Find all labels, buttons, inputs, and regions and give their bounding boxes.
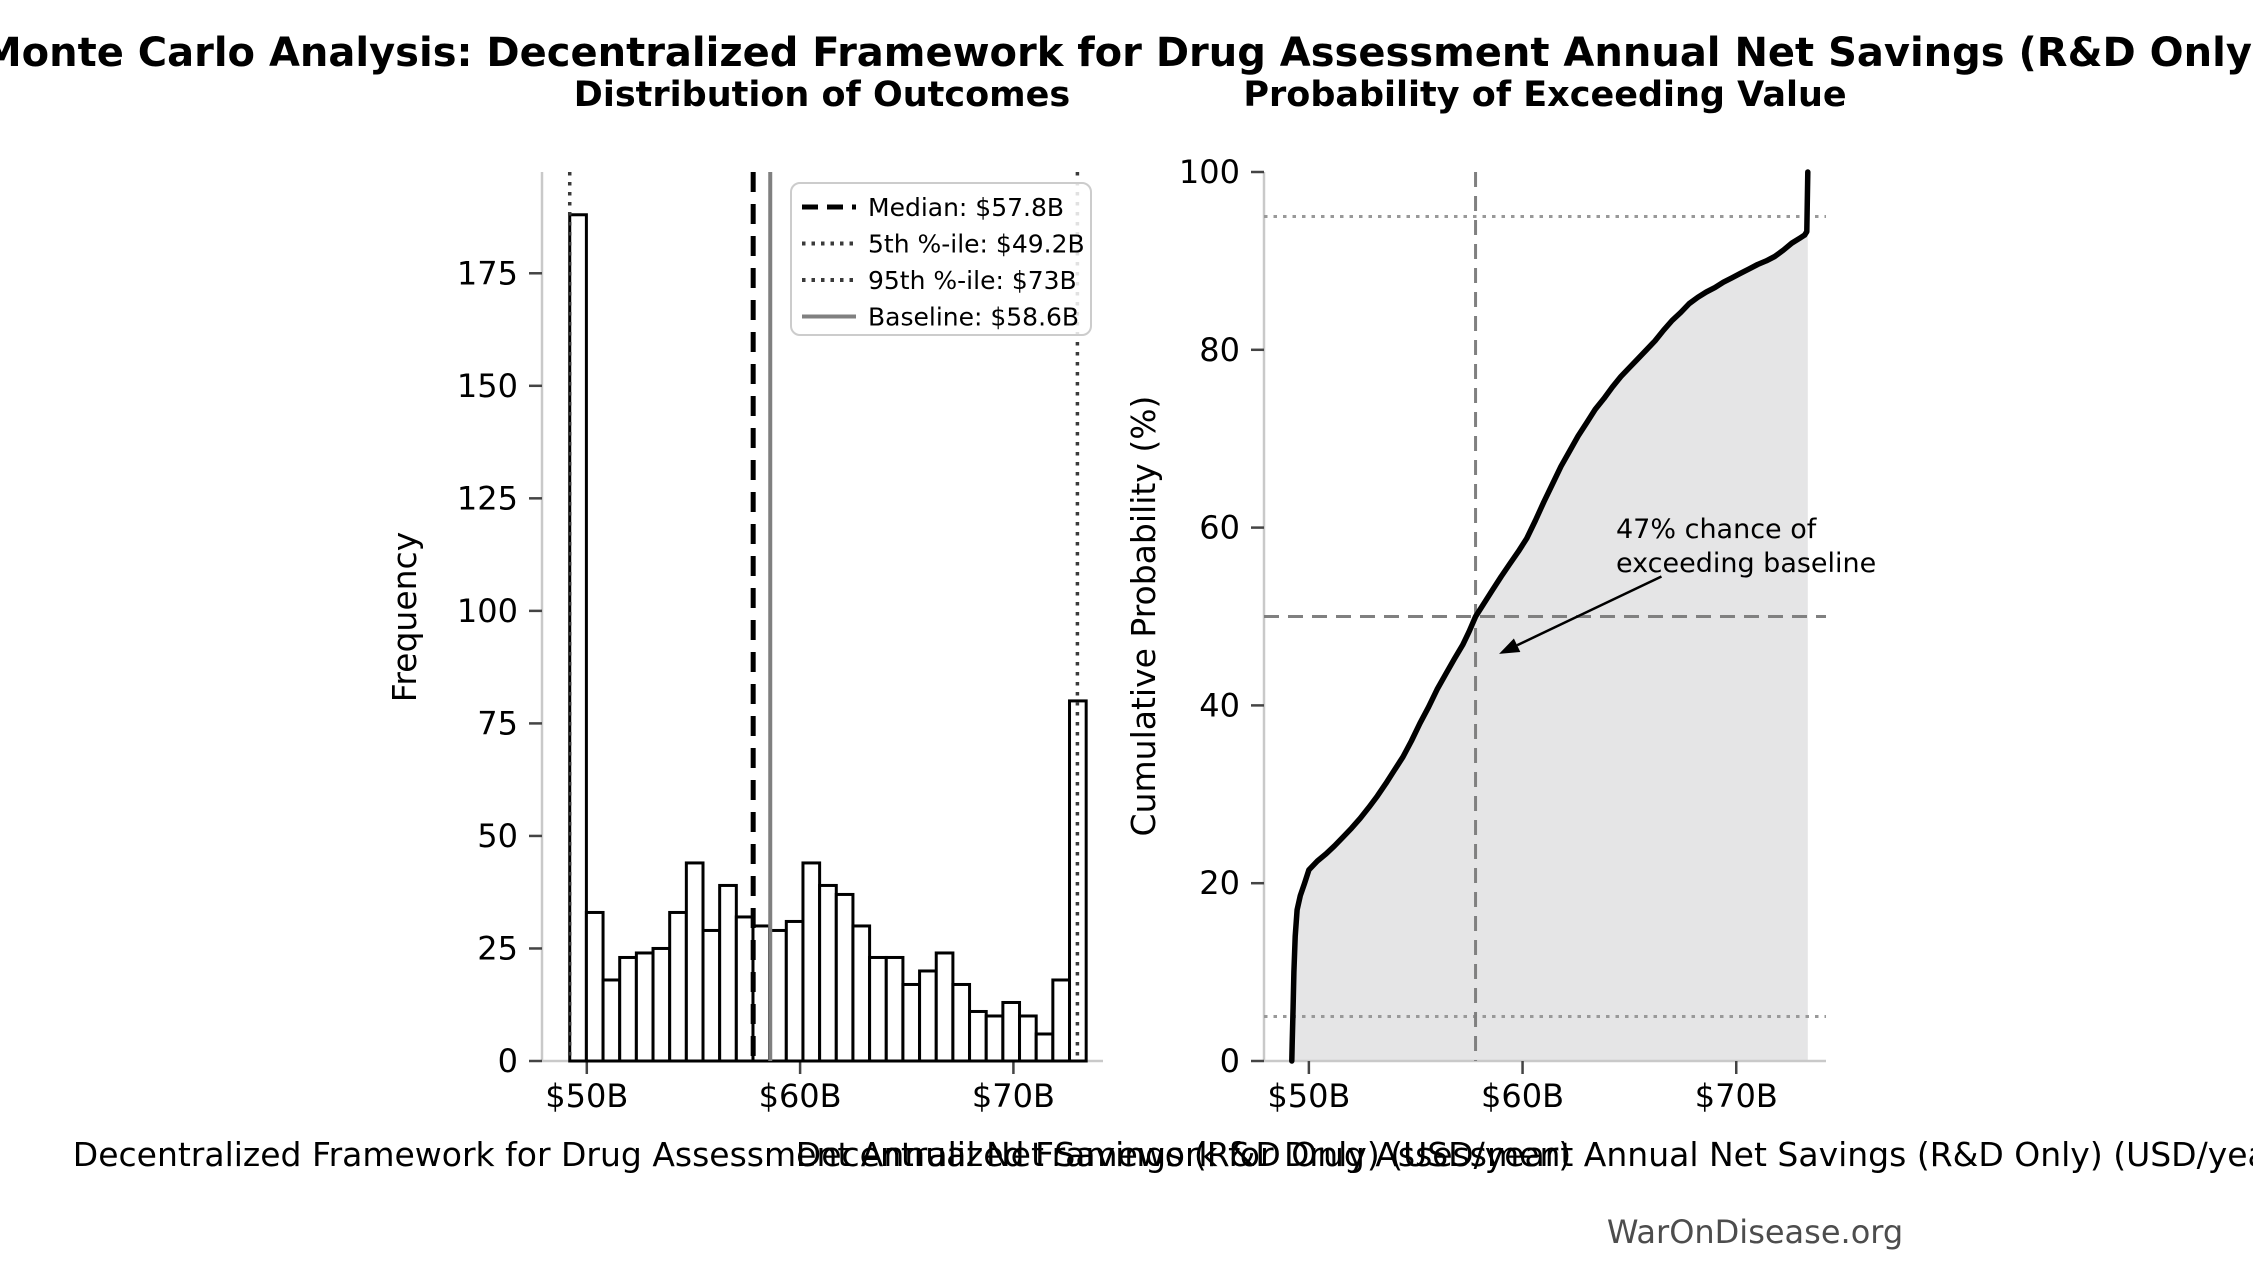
- histogram-bar: [818, 883, 838, 1063]
- figure-title: Monte Carlo Analysis: Decentralized Fram…: [0, 30, 2253, 76]
- histogram-bar: [918, 969, 938, 1063]
- histogram-bar: [801, 861, 822, 1063]
- annotation-arrow-shaft: [1516, 575, 1662, 647]
- y-tick-label: 0: [498, 1042, 518, 1080]
- x-tick-label: $70B: [1695, 1077, 1778, 1115]
- cdf-plot: $50B $60B $70B 0 20 40 60 80 100: [1179, 153, 1826, 1115]
- annotation-arrow-head: [1499, 638, 1521, 654]
- y-tick-label: 25: [477, 929, 518, 967]
- histogram-bar: [1068, 699, 1088, 1063]
- cdf-line: [1289, 169, 1811, 1064]
- y-tick-label: 80: [1199, 331, 1240, 369]
- cdf-xlabel: Decentralized Framework for Drug Assessm…: [796, 1135, 2253, 1174]
- y-tick-label: 100: [1179, 153, 1240, 191]
- x-tick-label: $70B: [972, 1077, 1055, 1115]
- histogram-bar: [718, 883, 738, 1063]
- legend-box: [790, 182, 1092, 336]
- legend: Median: $57.8B 5th %-ile: $49.2B 95th %-…: [790, 182, 1092, 336]
- histogram-bar: [701, 928, 722, 1063]
- y-tick-label: 60: [1199, 509, 1240, 547]
- histogram-bar: [984, 1014, 1005, 1063]
- histogram-plot: $50B $60B $70B 0 25 50 75 100 125 150 175: [457, 172, 1103, 1115]
- cdf-title: Probability of Exceeding Value: [1243, 75, 1846, 115]
- y-tick-label: 40: [1199, 686, 1240, 724]
- histogram-bar: [884, 955, 905, 1063]
- histogram-bar: [784, 919, 805, 1063]
- histogram-ylabel: Frequency: [385, 532, 424, 702]
- histogram-bar: [568, 213, 588, 1063]
- y-tick-label: 0: [1220, 1042, 1240, 1080]
- histogram-xlabel: Decentralized Framework for Drug Assessm…: [73, 1135, 1571, 1174]
- legend-label-p95: 95th %-ile: $73B: [868, 266, 1077, 295]
- histogram-bars: [568, 213, 1088, 1063]
- histogram-bar: [851, 924, 872, 1063]
- histogram-bar: [684, 861, 705, 1063]
- histogram-bar: [584, 910, 605, 1063]
- histogram-bar: [1051, 978, 1072, 1063]
- histogram-bar: [1001, 1000, 1022, 1063]
- y-tick-label: 50: [477, 817, 518, 855]
- histogram-bar: [901, 982, 922, 1063]
- y-tick-label: 75: [477, 704, 518, 742]
- x-tick-label: $50B: [545, 1077, 628, 1115]
- cdf-ylabel: Cumulative Probability (%): [1124, 396, 1163, 837]
- x-tick-label: $50B: [1267, 1077, 1350, 1115]
- histogram-title: Distribution of Outcomes: [574, 75, 1070, 115]
- footer-watermark: WarOnDisease.org: [1607, 1213, 1903, 1251]
- cdf-fill: [1291, 172, 1808, 1061]
- histogram-bar: [668, 910, 688, 1063]
- legend-label-baseline: Baseline: $58.6B: [868, 303, 1079, 332]
- histogram-bar: [601, 978, 622, 1063]
- y-tick-label: 150: [457, 367, 518, 405]
- y-tick-label: 100: [457, 592, 518, 630]
- x-tick-label: $60B: [759, 1077, 842, 1115]
- histogram-bar: [951, 982, 972, 1063]
- histogram-bar: [968, 1009, 988, 1063]
- histogram-bar: [868, 955, 888, 1063]
- histogram-bar: [618, 955, 638, 1063]
- histogram-bar: [1018, 1014, 1038, 1063]
- histogram-bar: [1034, 1032, 1055, 1063]
- annotation-line-2: exceeding baseline: [1616, 548, 1876, 579]
- annotation-line-1: 47% chance of: [1616, 514, 1818, 545]
- histogram-bar: [834, 892, 855, 1063]
- annotation: 47% chance of exceeding baseline: [1616, 514, 1876, 579]
- y-tick-label: 20: [1199, 864, 1240, 902]
- x-tick-label: $60B: [1481, 1077, 1564, 1115]
- y-tick-label: 125: [457, 479, 518, 517]
- legend-label-p5: 5th %-ile: $49.2B: [868, 230, 1085, 259]
- histogram-bar: [651, 946, 672, 1063]
- legend-swatches: [802, 204, 856, 319]
- legend-label-median: Median: $57.8B: [868, 193, 1064, 222]
- y-tick-label: 175: [457, 254, 518, 292]
- histogram-bar: [734, 915, 755, 1063]
- histogram-bar: [634, 951, 655, 1063]
- histogram-bar: [934, 951, 955, 1063]
